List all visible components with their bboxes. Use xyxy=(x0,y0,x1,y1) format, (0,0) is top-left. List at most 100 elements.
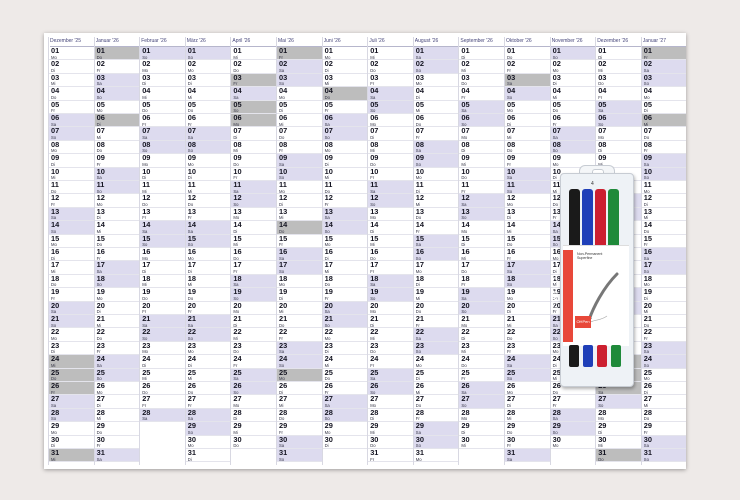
day-cell: 13 Mi xyxy=(277,208,323,222)
weekday-label: Fr xyxy=(187,402,192,408)
weekday-label: Do xyxy=(187,201,194,207)
day-cell: 19 Fr xyxy=(322,288,369,302)
weekday-label: Sa xyxy=(142,322,148,328)
day-cell: 03 Do xyxy=(459,74,505,88)
day-number: 22 xyxy=(142,328,151,337)
day-cell: 04 Mi xyxy=(550,87,597,101)
weekday-label: Di xyxy=(507,309,511,315)
day-number: 27 xyxy=(507,395,516,404)
day-number: 18 xyxy=(142,274,151,283)
day-number: 11 xyxy=(96,181,105,189)
day-number: 26 xyxy=(142,382,151,390)
day-number: 15 xyxy=(507,234,516,243)
day-cell: 19 Mo xyxy=(94,288,141,302)
day-number: 10 xyxy=(507,167,516,176)
weekday-label: Mi xyxy=(643,402,649,408)
weekday-label: Sa xyxy=(370,282,376,288)
day-cell: 11 Sa xyxy=(231,181,277,195)
day-number: 02 xyxy=(461,60,470,69)
day-number: 25 xyxy=(51,368,60,377)
weekday-label: Mo xyxy=(643,376,650,382)
day-number: 28 xyxy=(96,408,105,417)
day-number: 10 xyxy=(96,167,105,176)
day-cell: 15 So xyxy=(185,234,232,248)
weekday-label: Fr xyxy=(461,188,466,194)
day-number: 22 xyxy=(324,328,333,337)
weekday-label: So xyxy=(598,121,604,127)
weekday-label: Do xyxy=(233,67,239,73)
day-number: 05 xyxy=(187,100,197,109)
weekday-label: Mo xyxy=(461,228,468,234)
day-number: 30 xyxy=(233,435,242,444)
day-number: 25 xyxy=(96,368,105,377)
day-cell: 07 So xyxy=(322,127,369,141)
weekday-label: Fr xyxy=(643,335,648,341)
day-cell: 06 Di xyxy=(505,114,551,128)
day-number: 21 xyxy=(51,315,60,323)
day-number: 21 xyxy=(643,315,653,323)
day-number: 28 xyxy=(643,408,653,417)
day-number: 05 xyxy=(552,100,561,109)
day-cell: 08 Mi xyxy=(368,141,414,155)
weekday-label: Sa xyxy=(507,362,513,368)
weekday-label: Di xyxy=(370,416,375,422)
weekday-label: Di xyxy=(643,108,648,114)
day-cell: 16 Sa xyxy=(641,248,686,262)
day-number: 04 xyxy=(187,87,197,96)
day-number: 18 xyxy=(187,274,197,283)
weekday-label: So xyxy=(279,175,285,181)
day-number: 25 xyxy=(187,368,197,377)
weekday-label: Mo xyxy=(552,67,559,73)
day-number: 20 xyxy=(233,301,242,310)
weekday-label: So xyxy=(415,67,421,73)
weekday-label: Mi xyxy=(279,402,284,408)
day-number: 14 xyxy=(233,221,242,230)
weekday-label: So xyxy=(51,416,57,422)
weekday-label: Fr xyxy=(507,161,511,167)
day-cell: 05 Sa xyxy=(459,100,505,114)
weekday-label: Sa xyxy=(324,121,330,127)
weekday-label: Do xyxy=(370,443,376,449)
day-number: 09 xyxy=(507,154,516,163)
day-number: 15 xyxy=(324,234,333,243)
day-number: 24 xyxy=(187,355,197,364)
day-number: 01 xyxy=(96,47,105,55)
day-cell: 15 Fr xyxy=(277,235,323,248)
day-number: 09 xyxy=(187,154,197,163)
day-cell: 27 Fr xyxy=(140,395,186,409)
weekday-label: So xyxy=(370,389,376,395)
day-number: 29 xyxy=(415,422,425,431)
day-cell: 14 So xyxy=(49,221,95,235)
weekday-label: Sa xyxy=(643,255,649,261)
weekday-label: So xyxy=(370,201,376,207)
weekday-label: Do xyxy=(598,456,604,462)
day-number: 23 xyxy=(279,341,288,350)
day-number: 21 xyxy=(96,315,105,323)
day-cell: 04 Do xyxy=(49,87,95,101)
day-cell: 04 Fr xyxy=(596,87,642,101)
day-number: 16 xyxy=(643,248,653,256)
weekday-label: Do xyxy=(415,309,422,315)
weekday-label: So xyxy=(643,175,649,181)
day-number: 12 xyxy=(370,194,379,203)
weekday-label: Fr xyxy=(370,175,375,181)
day-number: 14 xyxy=(415,221,425,230)
day-cell: 22 Do xyxy=(94,328,141,342)
day-cell: 29 Fr xyxy=(641,422,686,436)
weekday-label: Mi xyxy=(279,215,284,221)
weekday-label: Do xyxy=(370,67,376,73)
weekday-label: So xyxy=(643,362,649,368)
weekday-label: Mi xyxy=(370,54,375,60)
day-cell: 20 Sa xyxy=(49,301,95,315)
day-number: 01 xyxy=(279,47,288,55)
day-number: 13 xyxy=(415,207,425,216)
weekday-label: So xyxy=(142,148,148,154)
day-cell: 17 Mo xyxy=(413,261,460,275)
weekday-label: Fr xyxy=(643,54,648,60)
day-number: 18 xyxy=(461,274,470,283)
weekday-label: Mo xyxy=(507,389,513,395)
day-cell: 02 Di xyxy=(322,60,369,74)
weekday-label: Sa xyxy=(96,456,102,462)
day-number: 07 xyxy=(507,127,516,136)
